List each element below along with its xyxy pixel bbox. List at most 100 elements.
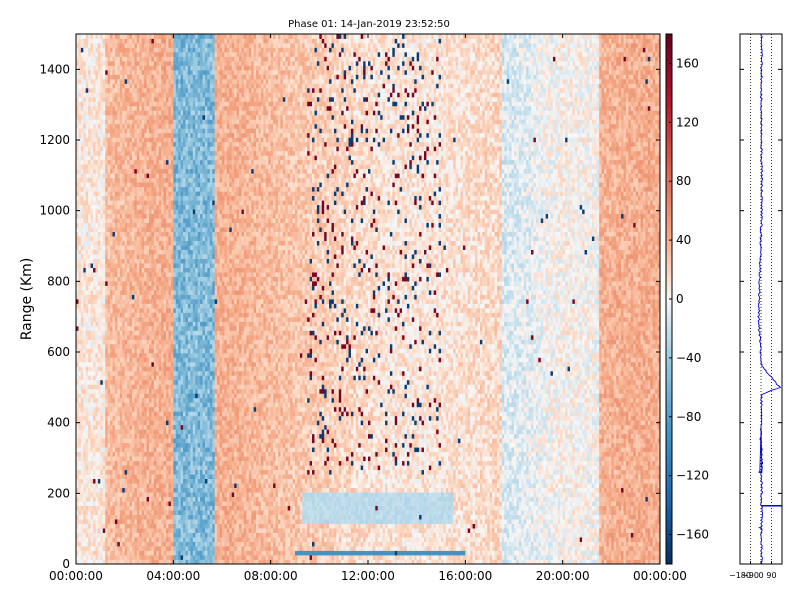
heatmap-cell xyxy=(127,92,130,97)
heatmap-cell xyxy=(108,268,111,273)
heatmap-cell xyxy=(83,317,86,322)
heatmap-cell xyxy=(86,461,89,466)
heatmap-cell xyxy=(95,438,98,443)
heatmap-cell xyxy=(127,326,130,331)
heatmap-cell xyxy=(110,321,113,326)
heatmap-cell xyxy=(159,362,162,367)
heatmap-cell xyxy=(137,200,140,205)
heatmap-cell xyxy=(122,173,125,178)
heatmap-cell xyxy=(142,339,145,344)
heatmap-cell xyxy=(98,447,101,452)
heatmap-cell xyxy=(83,416,86,421)
heatmap-cell xyxy=(178,384,181,389)
heatmap-cell xyxy=(149,200,152,205)
heatmap-cell xyxy=(100,510,103,515)
heatmap-cell xyxy=(110,115,113,120)
heatmap-cell xyxy=(105,214,108,219)
heatmap-cell xyxy=(93,407,96,412)
heatmap-cell xyxy=(115,137,118,142)
heatmap-cell xyxy=(108,335,111,340)
heatmap-cell xyxy=(86,38,89,43)
heatmap-cell xyxy=(159,254,162,259)
heatmap-cell xyxy=(100,384,103,389)
heatmap-cell xyxy=(125,151,128,156)
heatmap-cell xyxy=(171,223,174,228)
heatmap-cell xyxy=(117,465,120,470)
heatmap-cell xyxy=(113,501,116,506)
heatmap-cell xyxy=(171,461,174,466)
heatmap-cell xyxy=(81,371,84,376)
heatmap-cell xyxy=(127,169,130,174)
heatmap-cell xyxy=(88,142,91,147)
heatmap-cell xyxy=(113,164,116,169)
heatmap-cell xyxy=(78,254,81,259)
heatmap-cell xyxy=(168,281,171,286)
heatmap-cell xyxy=(105,38,108,43)
heatmap-cell xyxy=(93,551,96,556)
heatmap-cell xyxy=(154,124,157,129)
heatmap-cell xyxy=(149,542,152,547)
heatmap-cell xyxy=(95,312,98,317)
heatmap-cell xyxy=(83,461,86,466)
heatmap-cell xyxy=(147,268,150,273)
heatmap-cell xyxy=(144,200,147,205)
heatmap-cell xyxy=(168,236,171,241)
heatmap-cell xyxy=(105,133,108,138)
heatmap-cell xyxy=(86,326,89,331)
heatmap-cell xyxy=(142,151,145,156)
heatmap-cell xyxy=(159,200,162,205)
heatmap-cell xyxy=(142,70,145,75)
heatmap-cell xyxy=(81,411,84,416)
heatmap-cell xyxy=(110,438,113,443)
heatmap-cell xyxy=(171,200,174,205)
heatmap-cell xyxy=(81,438,84,443)
heatmap-cell xyxy=(120,272,123,277)
heatmap-cell xyxy=(151,70,154,75)
heatmap-cell xyxy=(176,465,179,470)
heatmap-cell xyxy=(110,214,113,219)
heatmap-cell xyxy=(117,160,120,165)
heatmap-cell xyxy=(166,101,169,106)
heatmap-cell xyxy=(117,209,120,214)
heatmap-cell xyxy=(81,344,84,349)
heatmap-cell xyxy=(130,155,133,160)
heatmap-cell xyxy=(139,137,142,142)
heatmap-cell xyxy=(98,83,101,88)
heatmap-cell xyxy=(95,70,98,75)
heatmap-cell xyxy=(142,268,145,273)
heatmap-cell xyxy=(81,97,84,102)
heatmap-cell xyxy=(115,375,118,380)
heatmap-cell xyxy=(142,321,145,326)
heatmap-cell xyxy=(149,97,152,102)
heatmap-cell xyxy=(105,465,108,470)
heatmap-cell xyxy=(176,447,179,452)
heatmap-cell xyxy=(98,303,101,308)
heatmap-cell xyxy=(83,263,86,268)
heatmap-cell xyxy=(130,119,133,124)
heatmap-cell xyxy=(168,326,171,331)
heatmap-cell xyxy=(173,407,176,412)
heatmap-cell xyxy=(83,528,86,533)
heatmap-cell xyxy=(159,456,162,461)
heatmap-cell xyxy=(142,218,145,223)
heatmap-cell xyxy=(176,366,179,371)
heatmap-cell xyxy=(120,510,123,515)
heatmap-cell xyxy=(122,474,125,479)
heatmap-cell xyxy=(147,380,150,385)
heatmap-cell xyxy=(122,497,125,502)
heatmap-cell xyxy=(78,438,81,443)
heatmap-cell xyxy=(166,110,169,115)
heatmap-cell xyxy=(108,259,111,264)
heatmap-cell xyxy=(125,209,128,214)
heatmap-cell xyxy=(147,286,150,291)
heatmap-cell xyxy=(173,555,176,560)
heatmap-cell xyxy=(81,79,84,84)
heatmap-cell xyxy=(137,277,140,282)
heatmap-cell xyxy=(81,196,84,201)
heatmap-cell xyxy=(93,92,96,97)
heatmap-cell xyxy=(117,128,120,133)
heatmap-cell xyxy=(144,119,147,124)
heatmap-cell xyxy=(117,461,120,466)
heatmap-cell xyxy=(139,115,142,120)
heatmap-cell xyxy=(173,146,176,151)
